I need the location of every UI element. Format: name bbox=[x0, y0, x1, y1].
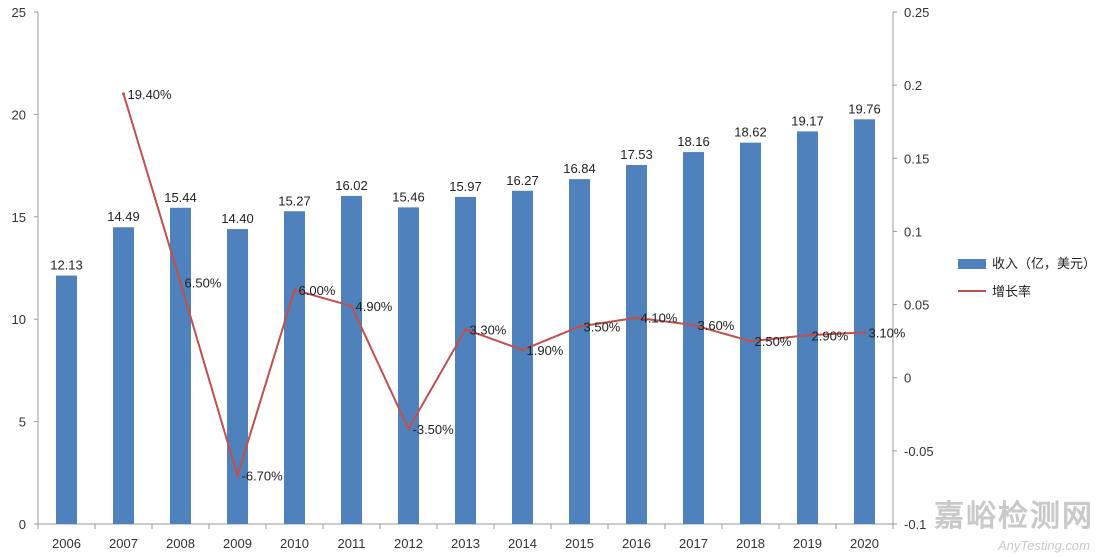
x-tick-label: 2018 bbox=[736, 536, 765, 551]
left-tick-label: 0 bbox=[19, 517, 26, 532]
x-tick-label: 2016 bbox=[622, 536, 651, 551]
bar-value-label: 17.53 bbox=[620, 147, 653, 162]
left-tick-label: 10 bbox=[12, 312, 26, 327]
bar-value-label: 15.44 bbox=[164, 190, 197, 205]
bar bbox=[56, 275, 77, 524]
growth-rate-point bbox=[293, 288, 296, 292]
growth-rate-label: 2.50% bbox=[755, 334, 792, 349]
x-tick-label: 2006 bbox=[52, 536, 81, 551]
growth-rate-label: 3.30% bbox=[470, 322, 507, 337]
growth-rate-point bbox=[464, 327, 467, 331]
revenue-bars bbox=[56, 119, 875, 525]
growth-rate-point bbox=[407, 427, 410, 431]
x-tick-label: 2011 bbox=[338, 536, 366, 551]
bar-value-label: 18.16 bbox=[677, 134, 710, 149]
bar-value-label: 16.02 bbox=[335, 178, 368, 193]
growth-rate-point bbox=[179, 281, 182, 285]
left-tick-label: 15 bbox=[12, 210, 26, 225]
bar-value-label: 14.40 bbox=[221, 211, 254, 226]
bar-value-label: 19.76 bbox=[848, 101, 881, 116]
right-tick-label: -0.1 bbox=[904, 517, 926, 532]
growth-rate-line bbox=[122, 92, 866, 478]
bar-value-label: 18.62 bbox=[734, 125, 767, 140]
bar-value-label: 16.84 bbox=[563, 161, 596, 176]
left-tick-label: 25 bbox=[12, 5, 26, 20]
growth-rate-point bbox=[863, 330, 866, 334]
bar-value-label: 16.27 bbox=[506, 173, 539, 188]
growth-rate-point bbox=[635, 316, 638, 320]
bar bbox=[113, 227, 134, 524]
x-tick-label: 2008 bbox=[166, 536, 195, 551]
bar-value-label: 15.27 bbox=[278, 193, 311, 208]
growth-rate-label: 3.50% bbox=[584, 320, 621, 335]
watermark-logo: 嘉峪检测网 bbox=[934, 499, 1094, 534]
right-tick-label: 0.05 bbox=[904, 298, 929, 313]
x-tick-label: 2007 bbox=[109, 536, 138, 551]
right-tick-label: 0.15 bbox=[904, 151, 929, 166]
bar-value-label: 15.97 bbox=[449, 179, 482, 194]
x-tick-label: 2017 bbox=[679, 536, 708, 551]
legend-line-label: 增长率 bbox=[992, 284, 1031, 300]
legend: 收入（亿，美元） 增长率 bbox=[958, 257, 1096, 300]
bar bbox=[626, 164, 647, 524]
right-tick-label: 0.2 bbox=[904, 78, 922, 93]
growth-rate-label: 6.00% bbox=[299, 283, 336, 298]
growth-rate-point bbox=[236, 474, 239, 478]
bar bbox=[854, 119, 875, 525]
bar bbox=[170, 207, 191, 524]
growth-rate-label: 4.10% bbox=[641, 311, 678, 326]
bar bbox=[455, 196, 476, 525]
bar bbox=[797, 131, 818, 524]
growth-rate-label: 4.90% bbox=[356, 299, 393, 314]
right-tick-label: 0 bbox=[904, 371, 911, 386]
growth-rate-point bbox=[749, 339, 752, 343]
x-tick-label: 2015 bbox=[565, 536, 594, 551]
x-tick-label: 2009 bbox=[223, 536, 252, 551]
growth-rate-label: 6.50% bbox=[185, 276, 222, 291]
bar bbox=[740, 142, 761, 524]
legend-bar-label: 收入（亿，美元） bbox=[992, 257, 1096, 272]
x-tick-label: 2020 bbox=[850, 536, 879, 551]
right-tick-label: 0.25 bbox=[904, 5, 929, 20]
x-tick-label: 2019 bbox=[793, 536, 822, 551]
growth-rate-polyline bbox=[122, 93, 865, 477]
growth-rate-label: 19.40% bbox=[128, 87, 173, 102]
bar bbox=[284, 211, 305, 525]
data-labels: 12.13 14.49 15.44 14.40 15.27 16.02 15.46 15.97… bbox=[50, 87, 906, 484]
left-tick-label: 20 bbox=[12, 107, 26, 122]
bar bbox=[512, 190, 533, 524]
bar bbox=[569, 179, 590, 524]
growth-rate-point bbox=[578, 325, 581, 329]
bar-value-label: 19.17 bbox=[791, 113, 824, 128]
bar-value-label: 14.49 bbox=[107, 209, 140, 224]
bar bbox=[227, 229, 248, 524]
bar bbox=[341, 195, 362, 524]
right-tick-label: 0.1 bbox=[904, 224, 922, 239]
bar-value-label: 15.46 bbox=[392, 189, 425, 204]
bar-value-label: 12.13 bbox=[50, 258, 83, 273]
x-tick-label: 2013 bbox=[451, 536, 480, 551]
growth-rate-label: 3.10% bbox=[869, 325, 906, 340]
growth-rate-label: 3.60% bbox=[698, 318, 735, 333]
x-tick-label: 2014 bbox=[508, 536, 537, 551]
watermark-url: AnyTesting.com bbox=[997, 538, 1090, 553]
growth-rate-label: -3.50% bbox=[413, 422, 455, 437]
growth-rate-point bbox=[122, 92, 125, 96]
growth-rate-label: -6.70% bbox=[242, 469, 284, 484]
bar bbox=[683, 152, 704, 525]
growth-rate-point bbox=[521, 348, 524, 352]
growth-rate-label: 2.90% bbox=[812, 328, 849, 343]
bar bbox=[398, 207, 419, 524]
x-tick-label: 2010 bbox=[280, 536, 309, 551]
right-tick-label: -0.05 bbox=[904, 444, 934, 459]
growth-rate-point bbox=[692, 323, 695, 327]
x-tick-label: 2012 bbox=[394, 536, 423, 551]
growth-rate-point bbox=[806, 333, 809, 337]
left-tick-label: 5 bbox=[19, 415, 26, 430]
legend-bar-swatch bbox=[958, 259, 986, 269]
growth-rate-label: 1.90% bbox=[527, 343, 564, 358]
growth-rate-point bbox=[350, 304, 353, 308]
